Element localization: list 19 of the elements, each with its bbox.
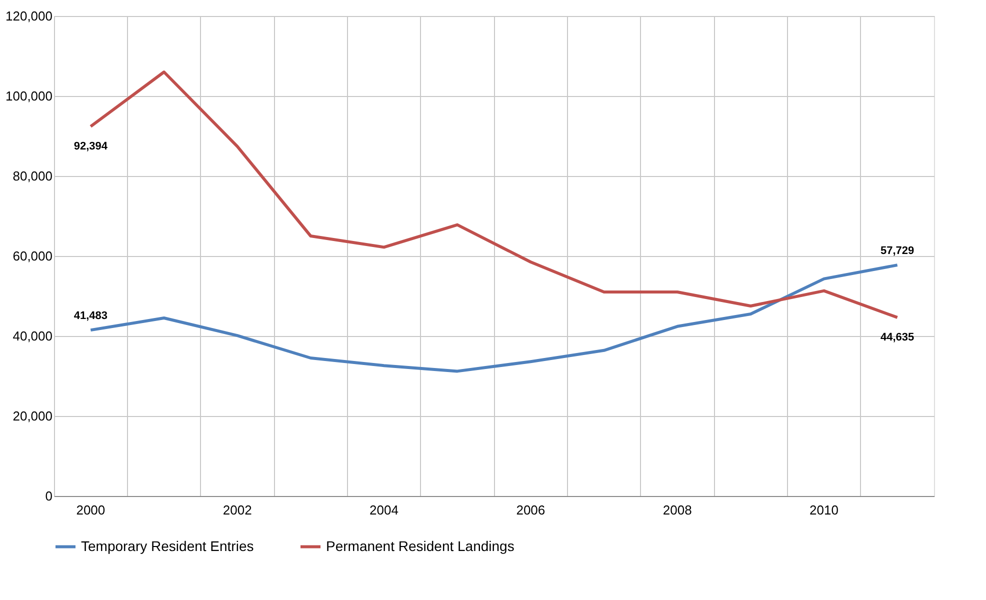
y-tick-label: 100,000: [6, 88, 52, 104]
y-tick-label: 40,000: [12, 328, 52, 344]
y-tick-label: 60,000: [12, 248, 52, 264]
legend-label: Permanent Resident Landings: [326, 538, 514, 554]
x-tick-label: 2006: [516, 502, 546, 518]
x-tick-label: 2000: [76, 502, 106, 518]
data-label: 92,394: [74, 140, 108, 152]
y-tick-label: 120,000: [6, 8, 52, 24]
y-tick-label: 0: [45, 488, 52, 504]
x-tick-label: 2002: [222, 502, 252, 518]
x-tick-label: 2004: [370, 502, 398, 518]
x-tick-label: 2008: [662, 502, 692, 518]
x-tick-label: 2010: [810, 502, 838, 518]
y-tick-label: 20,000: [12, 408, 52, 424]
data-label: 57,729: [880, 245, 914, 258]
data-label: 44,635: [880, 331, 914, 344]
y-tick-label: 80,000: [12, 168, 52, 184]
data-label: 41,483: [74, 310, 108, 322]
legend-label: Temporary Resident Entries: [81, 538, 254, 554]
